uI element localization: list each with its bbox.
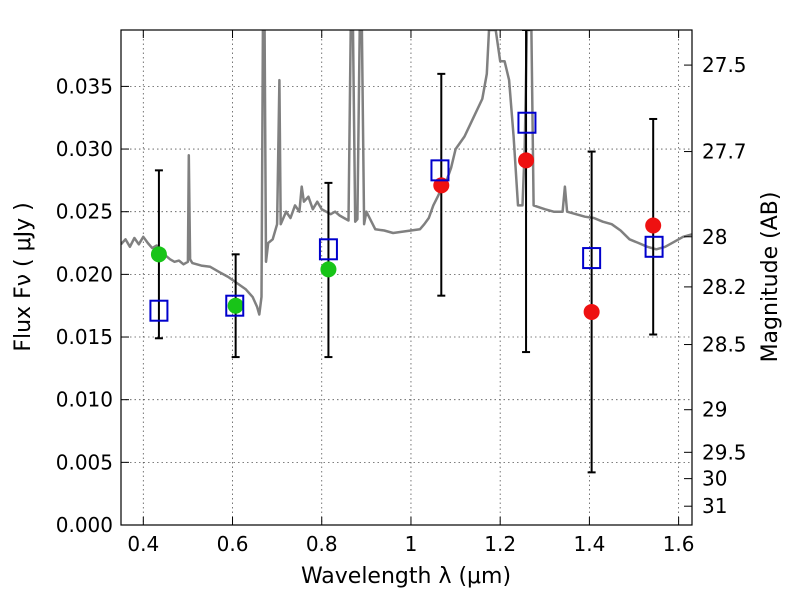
data-point [227, 297, 244, 314]
right-tick-label: 29.5 [702, 440, 747, 464]
data-point [433, 177, 450, 194]
right-tick-label: 28.5 [702, 333, 747, 357]
plot-frame [120, 29, 693, 526]
axis-ticks: 0.4 0.6 0.8 1 1.2 1.4 1.6 0.000 0.005 0.010 0.015 0… [56, 30, 747, 556]
model-point [225, 294, 245, 317]
x-tick-label: 0.8 [306, 532, 338, 556]
right-tick-label: 28 [702, 225, 727, 249]
data-point [518, 152, 535, 169]
x-tick-label: 1.6 [663, 532, 695, 556]
x-tick-label: 0.4 [127, 532, 159, 556]
x-tick-label: 1.4 [573, 532, 605, 556]
model-point [149, 299, 169, 322]
data-point [583, 303, 600, 320]
y-tick-label: 0.020 [56, 262, 113, 286]
spectrum-line [121, 30, 692, 316]
x-tick-label: 1 [405, 532, 418, 556]
right-tick-label: 29 [702, 398, 727, 422]
model-point [430, 159, 450, 182]
data-point [320, 261, 337, 278]
data-point [645, 217, 662, 234]
right-tick-label: 27.7 [702, 140, 747, 164]
y-tick-label: 0.005 [56, 450, 113, 474]
model-point [644, 235, 664, 258]
x-axis-label: Wavelength λ (μm) [301, 564, 511, 589]
right-tick-label: 27.5 [702, 53, 747, 77]
marker-layer [149, 111, 664, 322]
y-tick-label: 0.010 [56, 388, 113, 412]
right-axis-label: Magnitude (AB) [758, 192, 783, 363]
model-point [517, 111, 537, 134]
right-tick-label: 28.2 [702, 275, 747, 299]
y-tick-label: 0.000 [56, 513, 113, 537]
y-tick-label: 0.030 [56, 137, 113, 161]
model-point [318, 238, 338, 261]
data-point [150, 246, 167, 263]
y-tick-label: 0.015 [56, 325, 113, 349]
y-tick-label: 0.035 [56, 74, 113, 98]
y-tick-label: 0.025 [56, 200, 113, 224]
model-point [582, 247, 602, 270]
grid-lines [121, 30, 692, 526]
x-tick-label: 1.2 [484, 532, 516, 556]
x-tick-label: 0.6 [217, 532, 249, 556]
spectrum-layer [121, 30, 692, 316]
right-tick-label: 30 [702, 467, 727, 491]
y-axis-label: Flux Fν ( μJy ) [11, 202, 36, 351]
right-tick-label: 31 [702, 494, 727, 518]
